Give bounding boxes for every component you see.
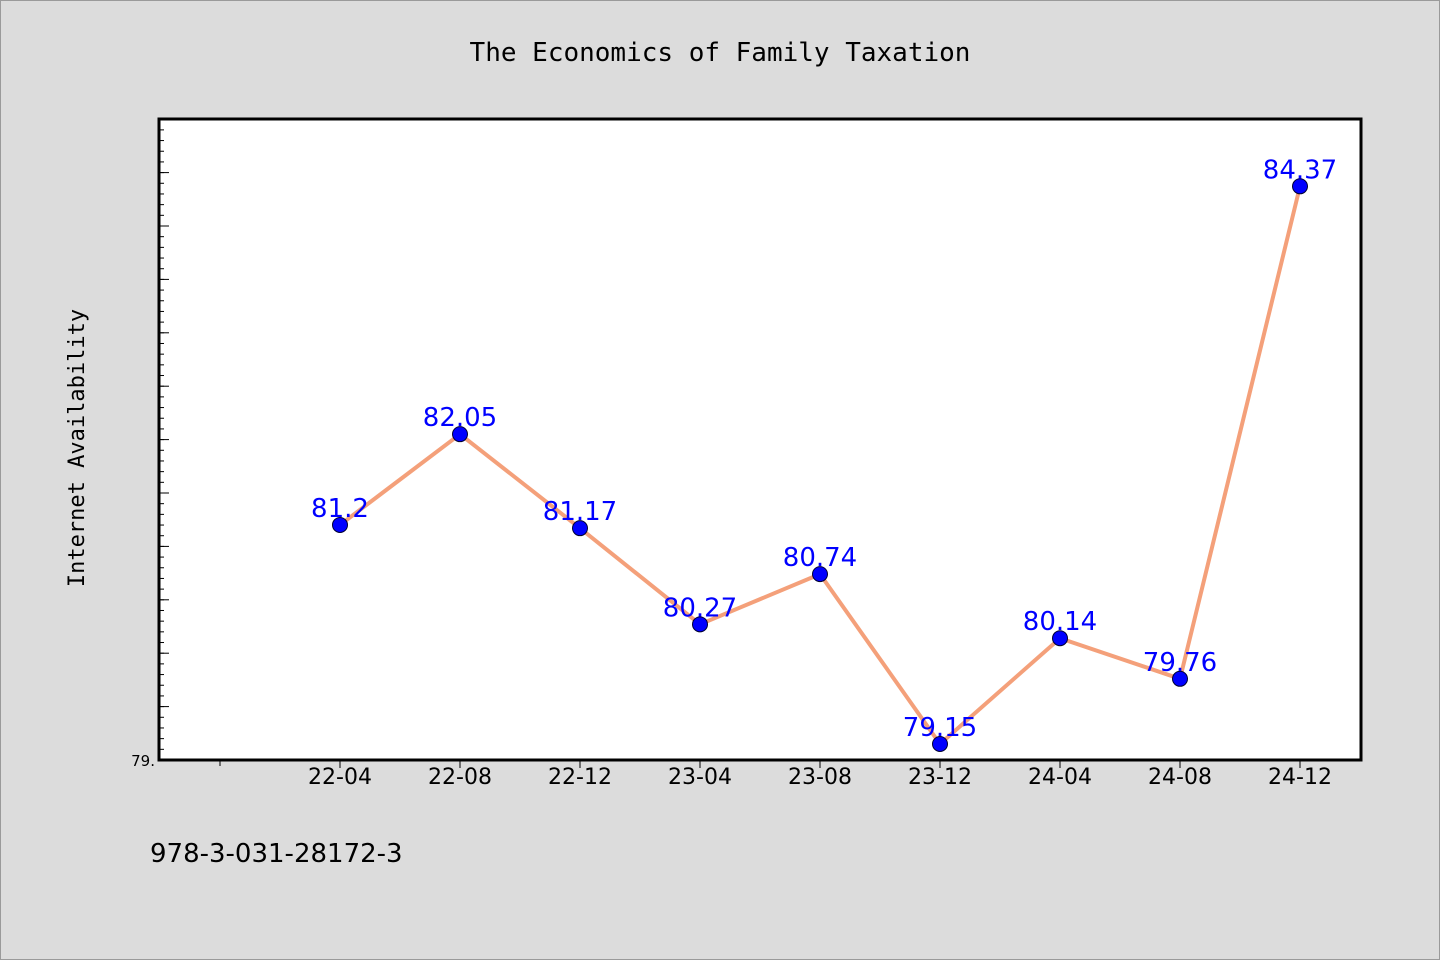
x-tick-label: 22-04 bbox=[308, 765, 372, 790]
y-axis-label: Internet Availability bbox=[65, 309, 90, 587]
data-point bbox=[332, 516, 348, 533]
data-point bbox=[932, 735, 948, 752]
y-axis: 79. bbox=[131, 129, 169, 770]
x-axis: 22-04 22-08 22-12 23-04 23-08 23-12 24-04 24-08… bbox=[219, 760, 1332, 790]
data-label: 79.76 bbox=[1143, 648, 1217, 678]
data-label: 80.14 bbox=[1023, 607, 1097, 637]
data-point bbox=[452, 426, 468, 443]
plot-area bbox=[157, 117, 1363, 762]
x-tick-label: 23-12 bbox=[908, 765, 972, 790]
x-tick-label: 23-08 bbox=[788, 765, 852, 790]
x-tick-label: 22-08 bbox=[428, 765, 492, 790]
data-label: 84.37 bbox=[1263, 155, 1337, 185]
data-label: 81.2 bbox=[311, 494, 369, 524]
data-point bbox=[812, 566, 828, 583]
data-point bbox=[1292, 178, 1308, 195]
data-point bbox=[1172, 670, 1188, 687]
x-tick-label: 23-04 bbox=[668, 765, 732, 790]
x-tick-label: 22-12 bbox=[548, 765, 612, 790]
data-label: 80.27 bbox=[663, 593, 737, 623]
x-tick-label: 24-12 bbox=[1268, 765, 1332, 790]
data-point bbox=[572, 520, 588, 537]
data-labels-group: 81.2 82.05 81.17 80.27 80.74 79.15 80.14 79.76 8… bbox=[311, 155, 1337, 743]
isbn-footer: 978-3-031-28172-3 bbox=[150, 839, 403, 869]
x-tick-label: 24-04 bbox=[1028, 765, 1092, 790]
data-point bbox=[692, 616, 708, 633]
data-label: 79.15 bbox=[903, 713, 977, 743]
x-tick-label: 24-08 bbox=[1148, 765, 1212, 790]
chart-title: The Economics of Family Taxation bbox=[470, 38, 971, 68]
series-group bbox=[332, 178, 1308, 752]
data-point bbox=[1052, 630, 1068, 647]
y-tick-label: 79. bbox=[131, 752, 155, 770]
data-label: 82.05 bbox=[423, 403, 497, 433]
data-label: 81.17 bbox=[543, 497, 617, 527]
data-label: 80.74 bbox=[783, 543, 857, 573]
